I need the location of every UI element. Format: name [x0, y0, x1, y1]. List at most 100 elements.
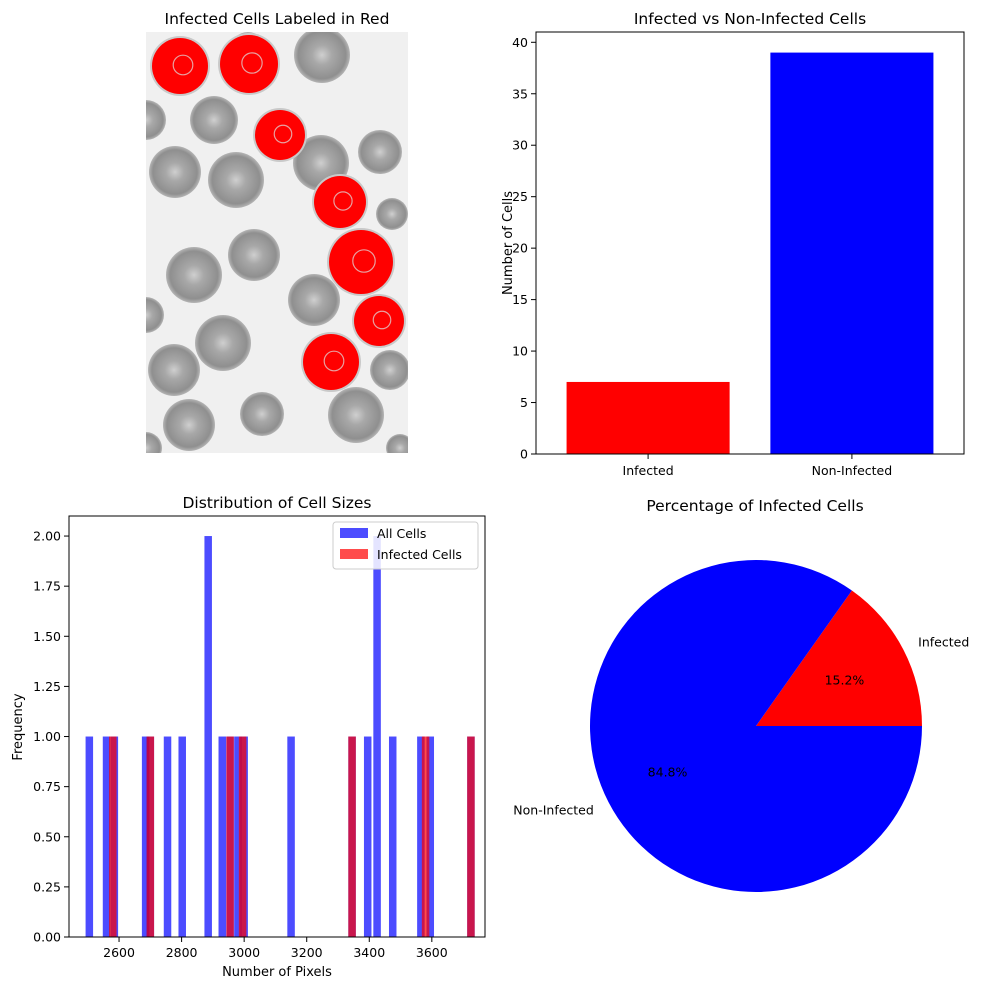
histogram-bar-infected-cells — [467, 736, 475, 937]
panel-pie-chart: Percentage of Infected Cells Infected 15.… — [513, 497, 969, 892]
healthy-cell — [294, 32, 350, 83]
histogram-bar-all-cells — [178, 736, 186, 937]
micrograph-image — [146, 32, 408, 453]
histogram-bar-infected-cells — [238, 736, 247, 937]
histogram-y-tick-label: 0.75 — [33, 779, 61, 794]
histogram-x-tick-label: 2600 — [103, 945, 135, 960]
bar-chart-title: Infected vs Non-Infected Cells — [634, 10, 866, 28]
bar-bars — [566, 52, 934, 455]
histogram-bar-infected-cells — [421, 736, 430, 937]
histogram-bar-all-cells — [102, 736, 111, 937]
histogram-x-ticks: 2600 2800 3000 3200 3400 3600 — [103, 937, 448, 960]
bar-y-tick-label: 5 — [520, 395, 528, 410]
histogram-x-label: Number of Pixels — [222, 965, 332, 980]
histogram-bar-all-cells — [85, 736, 94, 937]
healthy-cell — [146, 432, 162, 453]
panel1-title: Infected Cells Labeled in Red — [165, 10, 390, 28]
bar-y-tick-label: 10 — [512, 344, 528, 359]
infected-cell — [220, 35, 278, 93]
bar-y-ticks: 0 5 10 15 20 25 30 35 40 — [512, 35, 536, 462]
parasite-ring — [172, 54, 194, 76]
bar-y-tick-label: 25 — [512, 189, 528, 204]
histogram-bar-all-cells — [234, 736, 242, 937]
histogram-y-tick-label: 2.00 — [33, 529, 61, 544]
legend-label-all-cells: All Cells — [377, 526, 426, 541]
histogram-x-tick-label: 3600 — [416, 945, 448, 960]
healthy-cell — [288, 274, 340, 326]
histogram-y-tick-label: 1.00 — [33, 729, 61, 744]
bar-y-label: Number of Cells — [501, 191, 516, 295]
histogram-bar-all-cells — [373, 536, 381, 937]
histogram-y-tick-label: 1.25 — [33, 679, 61, 694]
histogram-bar-all-cells — [218, 736, 227, 937]
healthy-cell — [149, 146, 201, 198]
healthy-cell — [376, 198, 408, 230]
bar-axes-frame — [535, 31, 965, 455]
infected-cell — [329, 230, 393, 294]
bar-y-tick-label: 20 — [512, 241, 528, 256]
legend-box — [332, 521, 479, 570]
bar-y-tick-label: 30 — [512, 138, 528, 153]
histogram-y-tick-label: 1.75 — [33, 579, 61, 594]
pie-chart-title: Percentage of Infected Cells — [646, 497, 863, 515]
histogram-y-tick-label: 0.50 — [33, 829, 61, 844]
healthy-cell — [148, 344, 200, 396]
healthy-cell — [386, 434, 408, 453]
panel-bar-chart: Infected vs Non-Infected Cells 0 5 10 15 20 2… — [501, 10, 965, 478]
histogram-bar-infected-cells — [109, 736, 117, 937]
healthy-cell — [208, 152, 264, 208]
histogram-y-tick-label: 0.25 — [33, 879, 61, 894]
healthy-cell — [195, 315, 251, 371]
histogram-bar-all-cells — [204, 536, 212, 937]
infected-cell — [255, 110, 305, 160]
histogram-bar-all-cells — [287, 736, 295, 937]
parasite-ring — [352, 249, 376, 273]
histogram-bar-infected-cells — [348, 736, 356, 937]
healthy-cell — [228, 229, 280, 281]
bar-x-tick-label: Infected — [623, 463, 674, 478]
bar-y-tick-label: 15 — [512, 292, 528, 307]
infected-cell — [152, 38, 208, 94]
infected-cell — [303, 334, 359, 390]
healthy-cell — [240, 392, 284, 436]
histogram-bar-infected-cells — [226, 736, 234, 937]
pie-percent-non-infected: 84.8% — [648, 764, 688, 779]
histogram-legend: All Cells Infected Cells — [332, 521, 479, 570]
histogram-bar-all-cells — [163, 736, 172, 937]
parasite-ring — [323, 350, 345, 372]
parasite-ring — [241, 52, 263, 74]
pie-label-non-infected: Non-Infected — [513, 802, 594, 817]
panel-cell-image: Infected Cells Labeled in Red — [146, 10, 408, 453]
parasite-ring — [333, 191, 353, 211]
healthy-cell — [146, 100, 166, 140]
pie-slice-infected — [756, 590, 922, 726]
bar-x-ticks: Infected Non-Infected — [623, 454, 893, 478]
histogram-bar-all-cells — [426, 736, 435, 937]
histogram-axes-frame — [68, 515, 486, 938]
legend-swatch-infected-cells — [340, 549, 368, 559]
legend-swatch-all-cells — [340, 528, 368, 538]
bar-x-tick-label: Non-Infected — [812, 463, 893, 478]
bar-infected — [566, 381, 730, 454]
healthy-cell — [358, 130, 402, 174]
histogram-x-tick-label: 3400 — [353, 945, 385, 960]
pie-labels: Infected 15.2% Non-Infected 84.8% — [513, 635, 969, 818]
healthy-cell — [146, 297, 164, 333]
healthy-cell — [163, 399, 215, 451]
bar-y-tick-label: 35 — [512, 86, 528, 101]
pie-slices — [590, 560, 922, 892]
histogram-x-tick-label: 2800 — [166, 945, 198, 960]
legend-label-infected-cells: Infected Cells — [377, 547, 462, 562]
pie-slice-non-infected — [590, 560, 922, 892]
healthy-cell — [166, 247, 222, 303]
histogram-x-tick-label: 3200 — [291, 945, 323, 960]
histogram-y-ticks: 0.00 0.25 0.50 0.75 1.00 1.25 1.50 1.75 2.00 — [33, 529, 69, 945]
pie-percent-infected: 15.2% — [825, 673, 865, 688]
histogram-y-tick-label: 0.00 — [33, 930, 61, 945]
parasite-ring — [372, 310, 392, 330]
panel-histogram: Distribution of Cell Sizes 0.000.250.500… — [11, 494, 486, 980]
histogram-y-tick-label: 1.50 — [33, 629, 61, 644]
histogram-bar-all-cells — [141, 736, 150, 937]
infected-cell — [314, 176, 366, 228]
